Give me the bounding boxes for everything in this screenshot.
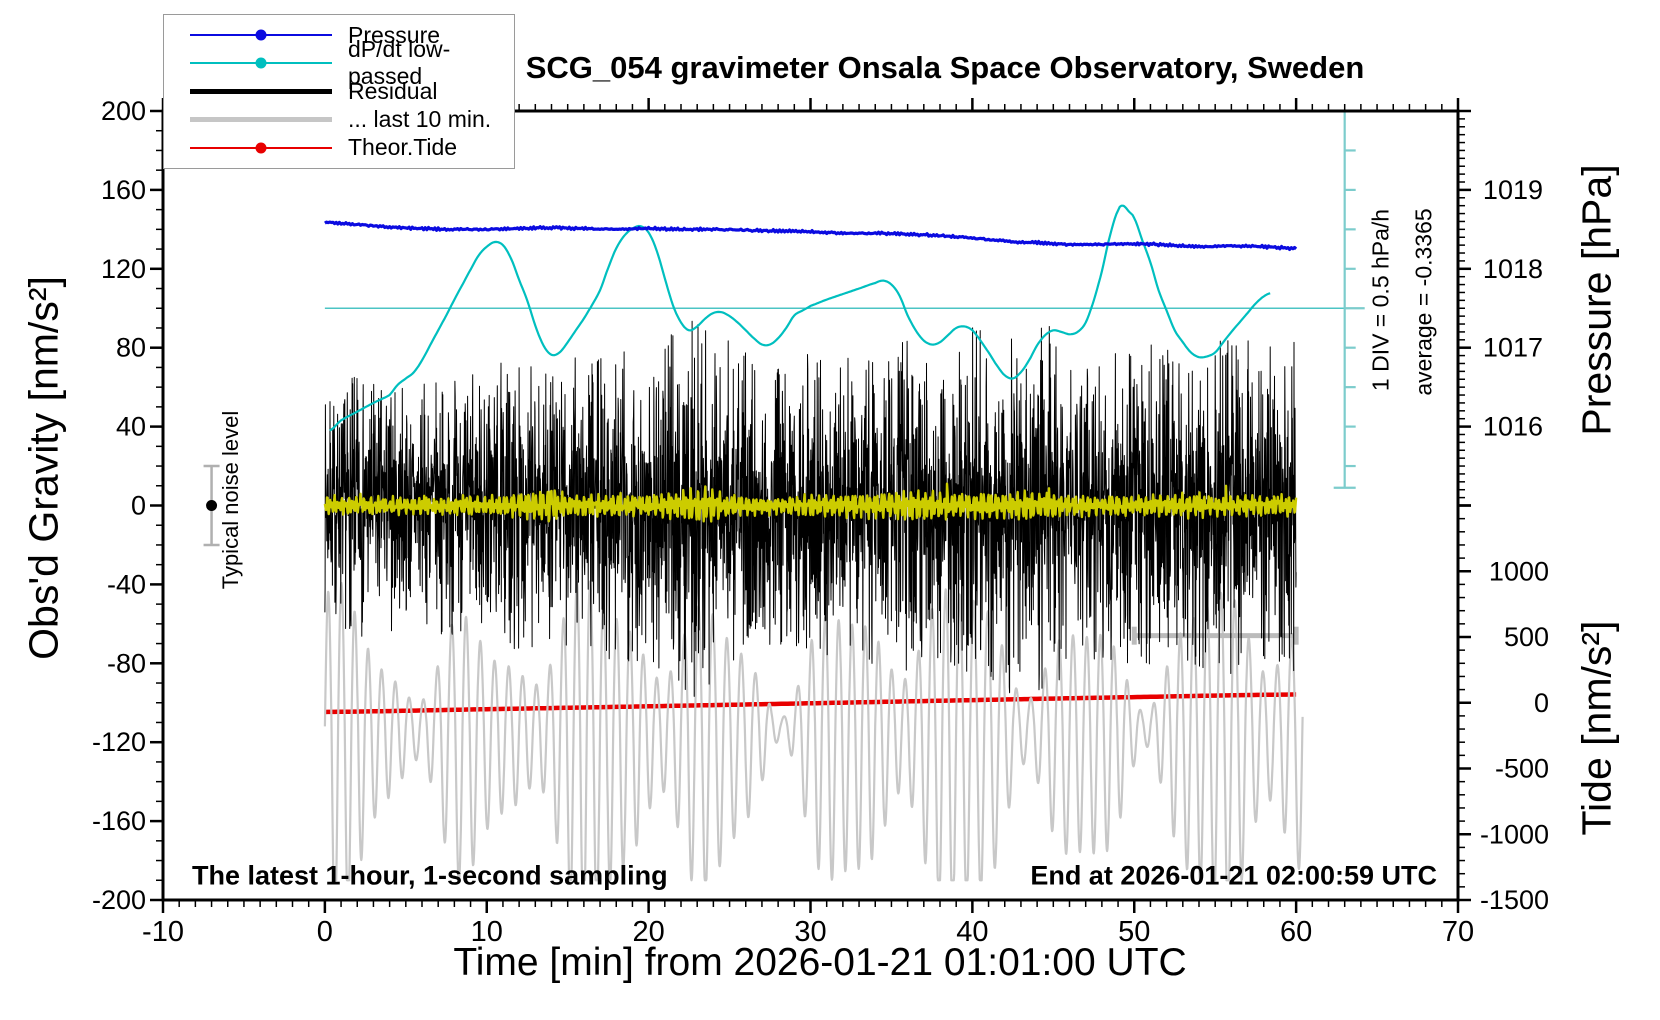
sampling-info-label: The latest 1-hour, 1-second sampling [192, 860, 668, 891]
x-axis-title: Time [min] from 2026-01-21 01:01:00 UTC [453, 941, 1187, 984]
pressure-tick-label: 1017 [1483, 333, 1543, 363]
legend-label: Residual [348, 77, 438, 104]
gravity-tick-label: 80 [116, 333, 146, 363]
dpdt-average-label: average = -0.3365 [1410, 208, 1437, 396]
gravity-tick-label: -160 [92, 806, 146, 836]
pressure-axis-title: Pressure [hPa] [1573, 164, 1620, 436]
gravity-tick-label: 120 [101, 254, 146, 284]
legend: Pressure dP/dt low-passed Residual ... l… [163, 14, 515, 169]
legend-label: dP/dt low-passed [348, 36, 451, 90]
legend-item-residual: Residual [190, 78, 514, 104]
legend-label: Pressure [348, 21, 441, 48]
gravity-tick-label: -120 [92, 727, 146, 757]
tide-tick-label: 0 [1534, 688, 1549, 718]
dpdt-div-scale-label: 1 DIV = 0.5 hPa/h [1367, 208, 1394, 392]
tide-tick-label: -500 [1495, 754, 1549, 784]
residual-line-sample [190, 89, 332, 94]
plot-frame [161, 109, 1460, 902]
tide-tick-label: 500 [1504, 622, 1549, 652]
x-tick-label: 40 [956, 916, 988, 948]
residual-curve [324, 320, 1297, 697]
last10-expanded-curve [323, 580, 1304, 882]
x-tick-label: 70 [1442, 916, 1474, 948]
tide-tick-label: -1500 [1480, 885, 1549, 915]
pressure-line-sample [190, 29, 332, 41]
pressure-tick-label: 1016 [1483, 412, 1543, 442]
gravity-tick-label: -40 [107, 569, 146, 599]
pressure-tick-label: 1019 [1483, 175, 1543, 205]
tide-line-sample [190, 142, 332, 154]
pressure-tick-label: 1018 [1483, 254, 1543, 284]
theor-tide-curve [324, 692, 1297, 715]
gravity-tick-label: -200 [92, 885, 146, 915]
dpdt-curve [329, 204, 1271, 432]
tide-tick-label: -1000 [1480, 819, 1549, 849]
y-left-axis-title: Obs'd Gravity [nm/s²] [20, 276, 67, 660]
typical-noise-level-label: Typical noise level [218, 410, 243, 590]
legend-item-pressure: Pressure [190, 22, 514, 48]
pressure-curve [324, 220, 1298, 251]
tide-axis-title: Tide [nm/s²] [1573, 620, 1620, 836]
legend-item-tide: Theor.Tide [190, 134, 514, 161]
legend-item-dpdt: dP/dt low-passed [190, 36, 514, 89]
x-tick-label: 20 [632, 916, 664, 948]
x-tick-label: 60 [1280, 916, 1312, 948]
x-tick-label: 0 [317, 916, 333, 948]
legend-label: ... last 10 min. [348, 106, 492, 133]
legend-item-last10: ... last 10 min. [190, 106, 514, 133]
end-time-label: End at 2026-01-21 02:00:59 UTC [1030, 860, 1437, 891]
noise-dot [206, 500, 218, 511]
chart-title: SCG_054 gravimeter Onsala Space Observat… [525, 50, 1365, 85]
x-tick-label: 10 [471, 916, 503, 948]
tide-tick-label: 1000 [1489, 556, 1549, 586]
legend-label: Theor.Tide [348, 134, 458, 161]
gravity-tick-label: 160 [101, 175, 146, 205]
gravity-tick-label: 40 [116, 412, 146, 442]
dpdt-line-sample [190, 57, 332, 69]
gravity-tick-label: -80 [107, 648, 146, 678]
residual-lowpass-curve [323, 482, 1298, 523]
gravity-tick-label: 0 [131, 491, 146, 521]
last10-line-sample [190, 117, 332, 122]
x-tick-label: 50 [1118, 916, 1150, 948]
gravity-tick-label: 200 [101, 96, 146, 126]
x-tick-label: 30 [794, 916, 826, 948]
x-tick-label: -10 [142, 916, 184, 948]
